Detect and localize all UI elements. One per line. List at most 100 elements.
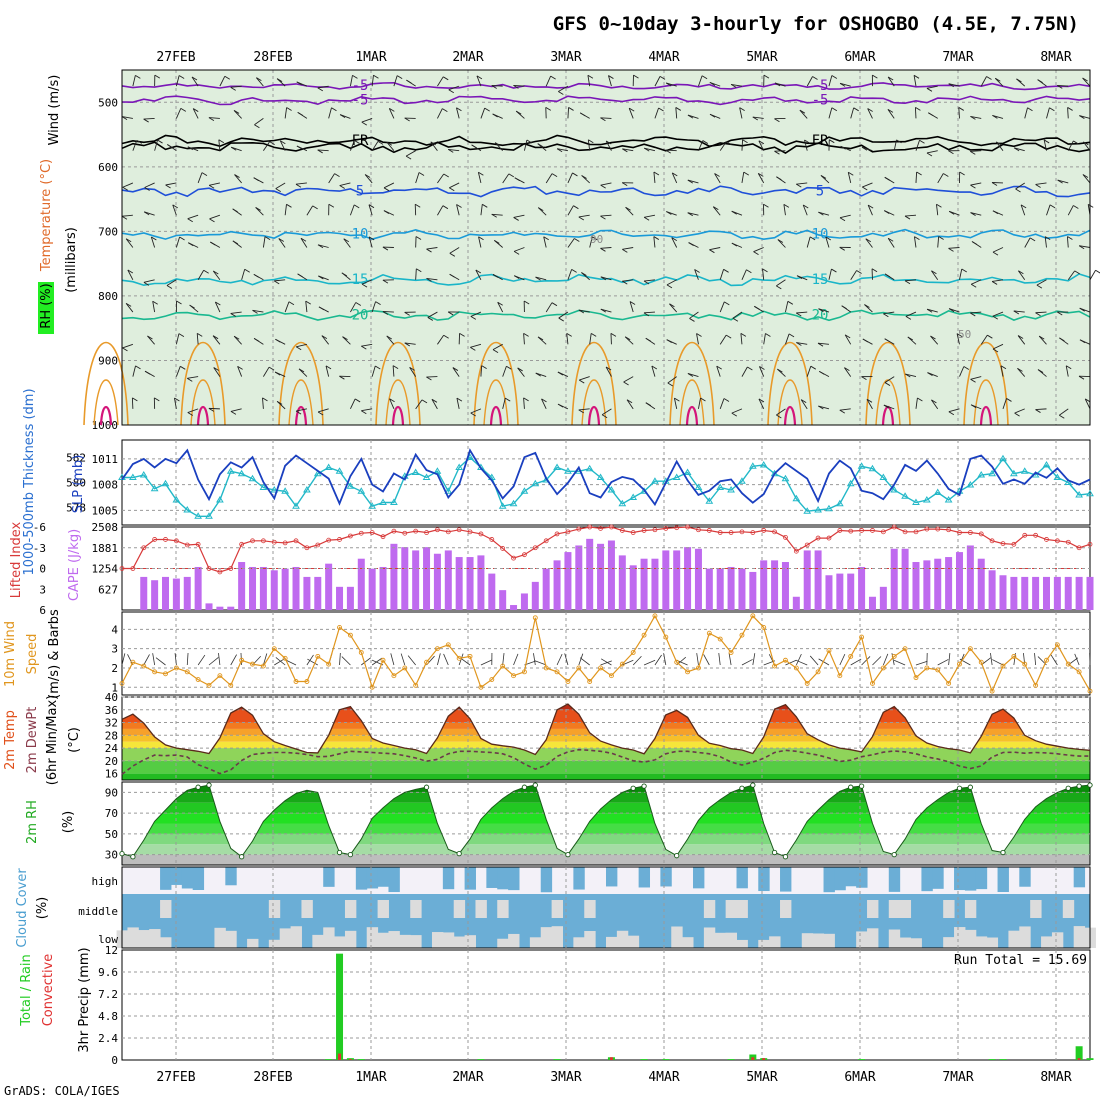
low-cloud-gap <box>616 930 629 948</box>
mid-cloud-gap <box>725 900 738 918</box>
high-cloud-bar <box>932 867 944 889</box>
wind-barb <box>970 311 982 314</box>
wind-barb-flag <box>154 397 160 402</box>
wind10m-barb <box>1074 653 1080 666</box>
date-label-bottom: 3MAR <box>550 1070 581 1085</box>
rh-point <box>1065 785 1071 791</box>
wind-barb <box>844 367 852 377</box>
wind-barb-flag <box>557 371 564 376</box>
cape-bar <box>760 560 768 610</box>
precip-total-bar <box>477 1059 485 1060</box>
wind10m-point <box>478 684 484 690</box>
wind-barb-flag <box>278 238 285 242</box>
thickness-point <box>999 454 1007 462</box>
cloud-layer-label: high <box>92 875 119 888</box>
wind-barb-flag <box>213 270 219 275</box>
thickness-point <box>150 484 159 492</box>
wind10m-point <box>445 642 451 648</box>
wind-barb-flag <box>550 75 556 80</box>
wind-barb-flag <box>514 177 520 182</box>
wind-barb-flag <box>188 242 194 247</box>
wind-barb-flag <box>179 236 185 241</box>
lifted-index-point <box>1011 541 1017 547</box>
wind-barb-flag <box>930 335 936 340</box>
wind-barb-flag <box>1014 412 1020 417</box>
cape-bar <box>977 558 985 610</box>
wind-barb-flag <box>959 171 965 176</box>
wind10m-point <box>717 636 723 642</box>
low-cloud-gap <box>606 936 618 948</box>
wind-barb <box>839 82 851 87</box>
lifted-index-point <box>739 529 745 535</box>
wind-barb-flag <box>992 348 999 353</box>
cape-bar <box>477 555 485 610</box>
wind10m-barb <box>703 654 710 666</box>
lifted-index-point <box>304 545 310 551</box>
precip-total-bar <box>988 1059 996 1060</box>
wind-barb-flag <box>839 246 845 251</box>
mid-cloud-gap <box>780 900 792 918</box>
wind-barb <box>212 270 221 281</box>
wind-barb <box>893 139 897 151</box>
wind-barb-flag <box>799 109 806 114</box>
wind-barb-flag <box>443 76 449 81</box>
lifted-index-point <box>260 538 266 544</box>
wind-barb-flag <box>709 82 716 86</box>
wind-barb-flag <box>904 215 911 220</box>
wind-barb-flag <box>839 217 846 222</box>
wind-barb-flag <box>667 382 674 387</box>
isotherm-label: -5 <box>352 78 369 94</box>
mid-cloud-gap <box>888 900 901 918</box>
low-cloud-gap <box>910 938 922 948</box>
wind-barb-flag <box>233 110 240 114</box>
wind-barb-flag <box>774 118 780 123</box>
wind-barb-flag <box>666 284 673 289</box>
wind-barb-flag <box>992 115 998 119</box>
precip-total-bar <box>640 1059 648 1060</box>
high-cloud-bar <box>192 867 205 890</box>
rh-point <box>956 785 963 791</box>
date-label-bottom: 4MAR <box>648 1070 679 1085</box>
wind-barb <box>937 173 944 184</box>
lifted-index-point <box>924 526 930 532</box>
wind-barb <box>175 108 182 119</box>
wind-barb <box>1046 107 1050 119</box>
wind-barb-flag <box>578 409 584 414</box>
wind-barb <box>628 107 634 119</box>
wind10m-barb <box>579 657 590 666</box>
pressure-axis-title: (millibars) <box>64 227 79 293</box>
lifted-index-point <box>598 525 603 531</box>
low-cloud-gap <box>453 936 466 948</box>
low-cloud-gap <box>388 931 400 948</box>
wind-barb-flag <box>230 411 237 415</box>
wind-barb-flag <box>762 268 768 273</box>
wind10m-point <box>576 665 582 671</box>
wind-barb <box>904 214 917 217</box>
thickness-point <box>738 477 746 484</box>
rh-point <box>206 782 212 788</box>
low-cloud-gap <box>954 927 966 948</box>
lifted-index-point <box>358 530 364 536</box>
wind-barb <box>959 366 965 377</box>
cape-bar <box>368 568 376 610</box>
wind-barb-flag <box>232 240 239 245</box>
wind-barb <box>284 107 288 119</box>
wind-barb-flag <box>644 147 650 152</box>
isotherm-line <box>121 185 1091 198</box>
isotherm-label: 15 <box>812 272 829 288</box>
wind-barb-flag <box>687 114 694 119</box>
cloud-layer-label: low <box>98 933 118 946</box>
rh-band <box>122 854 1090 865</box>
wind-barb <box>980 76 987 87</box>
temperature-axis-title: Temperature (°C) <box>39 159 54 272</box>
wind-barb <box>578 408 590 411</box>
precip-tick-label: 0 <box>111 1054 118 1067</box>
wind-barb-flag <box>262 397 268 402</box>
thickness-point <box>596 473 605 480</box>
wind-barb-flag <box>853 107 859 112</box>
precip-tick-label: 7.2 <box>98 988 118 1001</box>
wind-barb <box>785 333 790 345</box>
wind-barb-flag <box>144 370 151 375</box>
wind10m-barb <box>534 660 547 666</box>
wind-barb-flag <box>275 338 281 343</box>
